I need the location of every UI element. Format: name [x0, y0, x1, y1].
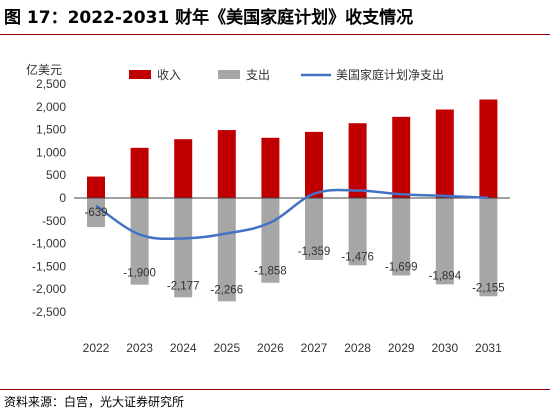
expense-data-label: -1,858 [254, 266, 287, 278]
expense-bar [217, 198, 236, 302]
net-expenditure-line [95, 188, 489, 241]
y-tick-label: -2,500 [32, 305, 66, 319]
income-bar [392, 116, 411, 198]
x-tick-label: 2023 [126, 341, 153, 355]
legend-label-expense: 支出 [246, 68, 270, 82]
y-tick-label: -500 [42, 214, 66, 228]
expense-bar [392, 198, 411, 276]
expense-data-label: -1,900 [123, 268, 156, 280]
y-tick-label: 2,000 [36, 100, 66, 114]
x-tick-label: 2029 [388, 341, 415, 355]
income-bar [130, 147, 149, 198]
y-tick-label: -1,000 [32, 237, 66, 251]
x-tick-label: 2024 [170, 341, 197, 355]
y-tick-label: -2,000 [32, 282, 66, 296]
income-bar [217, 130, 236, 198]
chart-title: 图 17：2022-2031 财年《美国家庭计划》收支情况 [4, 8, 414, 28]
expense-data-label: -1,359 [298, 246, 331, 258]
income-bar [174, 139, 193, 198]
expense-bar [130, 198, 149, 285]
expense-bar [435, 198, 454, 285]
y-axis-unit-label: 亿美元 [26, 62, 62, 77]
income-bar [435, 109, 454, 198]
expense-data-label: -639 [84, 207, 107, 219]
income-bar [261, 137, 280, 198]
x-tick-label: 2026 [257, 341, 284, 355]
y-tick-label: 0 [59, 191, 66, 205]
income-bar [348, 123, 367, 198]
title-divider [0, 34, 550, 35]
expense-data-label: -2,155 [472, 282, 505, 294]
x-tick-label: 2031 [475, 341, 502, 355]
x-tick-label: 2028 [344, 341, 371, 355]
x-tick-label: 2022 [83, 341, 110, 355]
x-tick-label: 2027 [301, 341, 328, 355]
legend-label-net: 美国家庭计划净支出 [336, 67, 444, 82]
expense-bar [348, 198, 367, 266]
expense-bar [87, 198, 105, 228]
y-tick-label: 1,500 [36, 123, 66, 137]
legend-swatch-income [129, 70, 151, 79]
income-bar [479, 99, 498, 198]
x-tick-label: 2030 [431, 341, 458, 355]
expense-data-label: -2,266 [210, 284, 243, 296]
expense-data-label: -1,699 [385, 261, 418, 273]
expense-data-label: -2,177 [167, 280, 200, 292]
legend-label-income: 收入 [157, 68, 181, 82]
expense-bar [479, 198, 498, 297]
expense-data-label: -1,894 [428, 270, 461, 282]
income-bar [87, 176, 105, 198]
legend-swatch-expense [218, 70, 240, 79]
y-tick-label: 2,500 [36, 77, 66, 91]
source-divider [0, 389, 550, 390]
x-tick-label: 2025 [213, 341, 240, 355]
y-tick-label: -1,500 [32, 259, 66, 273]
y-tick-label: 500 [46, 168, 66, 182]
expense-bar [174, 198, 193, 298]
expense-data-label: -1,476 [341, 251, 374, 263]
income-bar [305, 131, 323, 198]
source-note: 资料来源：白宫，光大证券研究所 [4, 395, 185, 409]
y-tick-label: 1,000 [36, 145, 66, 159]
expense-bar [305, 198, 323, 260]
